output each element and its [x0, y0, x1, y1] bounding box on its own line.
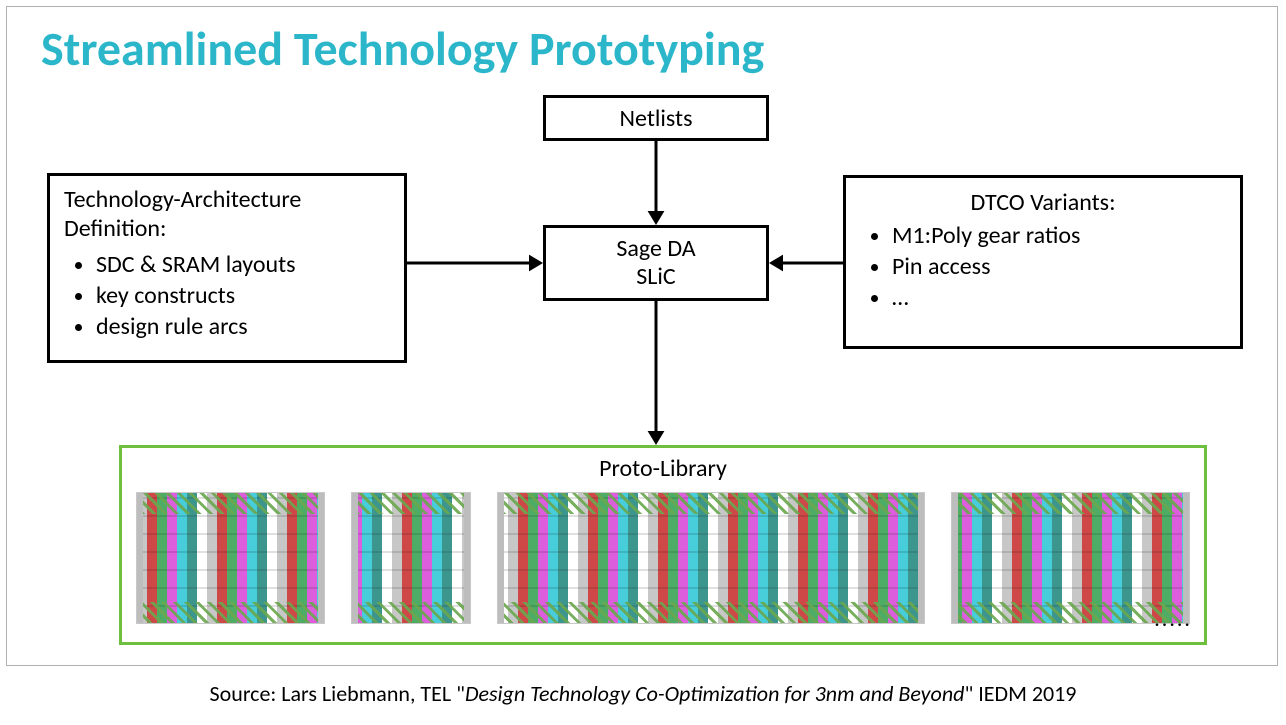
proto-ellipsis: .....: [1154, 605, 1192, 632]
proto-label: Proto-Library: [122, 454, 1204, 483]
sage-line1: Sage DA: [616, 235, 695, 263]
source-prefix: Source: Lars Liebmann, TEL ": [210, 680, 465, 707]
techarch-bullets: SDC & SRAM layouts key constructs design…: [64, 250, 390, 341]
source-italic: Design Technology Co-Optimization for 3n…: [465, 680, 965, 707]
dtco-bullet: Pin access: [892, 252, 1226, 281]
dtco-bullet: M1:Poly gear ratios: [892, 221, 1226, 250]
techarch-header: Technology-Architecture Definition:: [64, 186, 390, 244]
node-netlists: Netlists: [543, 95, 769, 141]
proto-cell: [136, 492, 325, 624]
node-proto-library: Proto-Library .....: [119, 445, 1207, 645]
proto-cell: [351, 492, 471, 624]
source-citation: Source: Lars Liebmann, TEL "Design Techn…: [0, 680, 1286, 707]
techarch-bullet: design rule arcs: [96, 312, 390, 341]
node-dtco: DTCO Variants: M1:Poly gear ratios Pin a…: [843, 175, 1243, 349]
slide-title: Streamlined Technology Prototyping: [41, 19, 764, 78]
dtco-bullets: M1:Poly gear ratios Pin access …: [860, 221, 1226, 312]
techarch-bullet: SDC & SRAM layouts: [96, 250, 390, 279]
sage-line2: SLiC: [636, 263, 675, 291]
node-sage: Sage DA SLiC: [543, 225, 769, 301]
slide-frame: Streamlined Technology Prototyping Netli…: [6, 6, 1278, 666]
source-suffix: " IEDM 2019: [964, 680, 1076, 707]
proto-cells-row: [136, 492, 1190, 624]
dtco-header: DTCO Variants:: [860, 188, 1226, 217]
node-techarch: Technology-Architecture Definition: SDC …: [47, 173, 407, 363]
netlists-label: Netlists: [620, 104, 693, 133]
techarch-bullet: key constructs: [96, 281, 390, 310]
proto-cell: [497, 492, 925, 624]
dtco-bullet: …: [892, 283, 1226, 312]
